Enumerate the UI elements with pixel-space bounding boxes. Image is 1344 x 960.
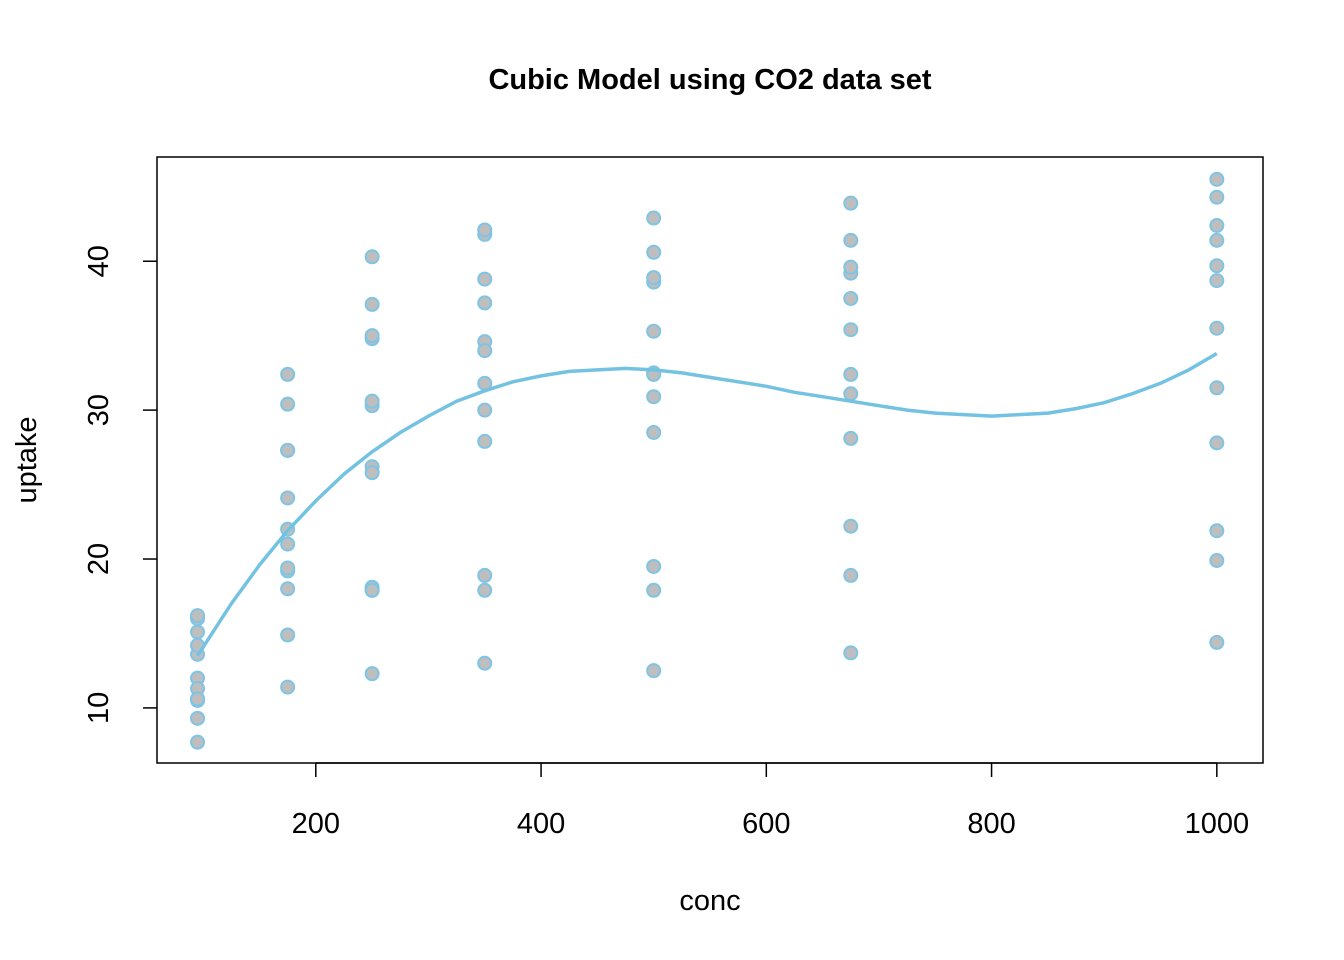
scatter-point	[364, 393, 380, 409]
scatter-point	[477, 295, 493, 311]
scatter-point	[1209, 258, 1225, 274]
scatter-point	[280, 536, 296, 552]
scatter-point	[364, 582, 380, 598]
scatter-point	[364, 249, 380, 265]
scatter-point	[843, 645, 859, 661]
scatter-point	[1209, 435, 1225, 451]
scatter-point	[1209, 380, 1225, 396]
scatter-point	[280, 396, 296, 412]
scatter-point	[477, 433, 493, 449]
scatter-point	[280, 679, 296, 695]
scatter-point	[646, 270, 662, 286]
scatter-point	[477, 655, 493, 671]
scatter-point	[1209, 523, 1225, 539]
scatter-point	[280, 560, 296, 576]
x-axis-label: conc	[679, 885, 740, 917]
x-tick-label: 400	[517, 808, 565, 840]
scatter-point	[280, 366, 296, 382]
y-tick-label: 20	[83, 543, 115, 575]
scatter-point	[1209, 189, 1225, 205]
cubic-fit-line	[196, 351, 1218, 657]
scatter-point	[477, 567, 493, 583]
scatter-point	[646, 424, 662, 440]
scatter-point	[646, 323, 662, 339]
scatter-point	[1209, 634, 1225, 650]
scatter-point	[1209, 217, 1225, 233]
scatter-point	[646, 558, 662, 574]
scatter-point	[364, 296, 380, 312]
scatter-point	[364, 328, 380, 344]
x-tick-label: 600	[742, 808, 790, 840]
scatter-point	[190, 710, 206, 726]
scatter-point	[1209, 553, 1225, 569]
scatter-point	[477, 582, 493, 598]
x-tick-label: 1000	[1185, 808, 1250, 840]
scatter-point	[843, 232, 859, 248]
scatter-point	[477, 271, 493, 287]
scatter-point	[364, 465, 380, 481]
scatter-point	[280, 627, 296, 643]
scatter-point	[364, 666, 380, 682]
y-tick-label: 40	[83, 245, 115, 277]
scatter-point	[843, 518, 859, 534]
x-tick-label: 200	[292, 808, 340, 840]
scatter-point	[280, 442, 296, 458]
scatter-point	[646, 663, 662, 679]
y-axis: 10 20 30 40	[83, 245, 157, 724]
scatter-point	[843, 386, 859, 402]
scatter-point	[1209, 171, 1225, 187]
scatter-point	[190, 734, 206, 750]
x-axis: 200 400 600 800 1000	[292, 762, 1250, 840]
scatter-points	[190, 171, 1225, 750]
scatter-point	[190, 624, 206, 640]
plot-frame	[156, 156, 1264, 764]
scatter-point	[843, 290, 859, 306]
scatter-point	[1209, 320, 1225, 336]
scatter-point	[1209, 232, 1225, 248]
scatter-point	[843, 322, 859, 338]
scatter-point	[1209, 273, 1225, 289]
chart-title: Cubic Model using CO2 data set	[488, 64, 931, 96]
scatter-point	[190, 691, 206, 707]
scatter-point	[646, 210, 662, 226]
scatter-point	[646, 244, 662, 260]
scatter-point	[280, 581, 296, 597]
scatter-point	[646, 582, 662, 598]
scatter-point	[843, 567, 859, 583]
scatter-point	[477, 402, 493, 418]
y-tick-label: 10	[83, 692, 115, 724]
scatter-point	[477, 343, 493, 359]
scatter-point	[843, 195, 859, 211]
scatter-point	[477, 222, 493, 238]
scatter-point	[646, 389, 662, 405]
scatter-point	[190, 608, 206, 624]
scatter-point	[280, 490, 296, 506]
x-tick-label: 800	[967, 808, 1015, 840]
y-axis-label: uptake	[11, 416, 43, 503]
scatter-point	[843, 430, 859, 446]
y-tick-label: 30	[83, 394, 115, 426]
scatter-point	[843, 259, 859, 275]
scatter-point	[843, 366, 859, 382]
